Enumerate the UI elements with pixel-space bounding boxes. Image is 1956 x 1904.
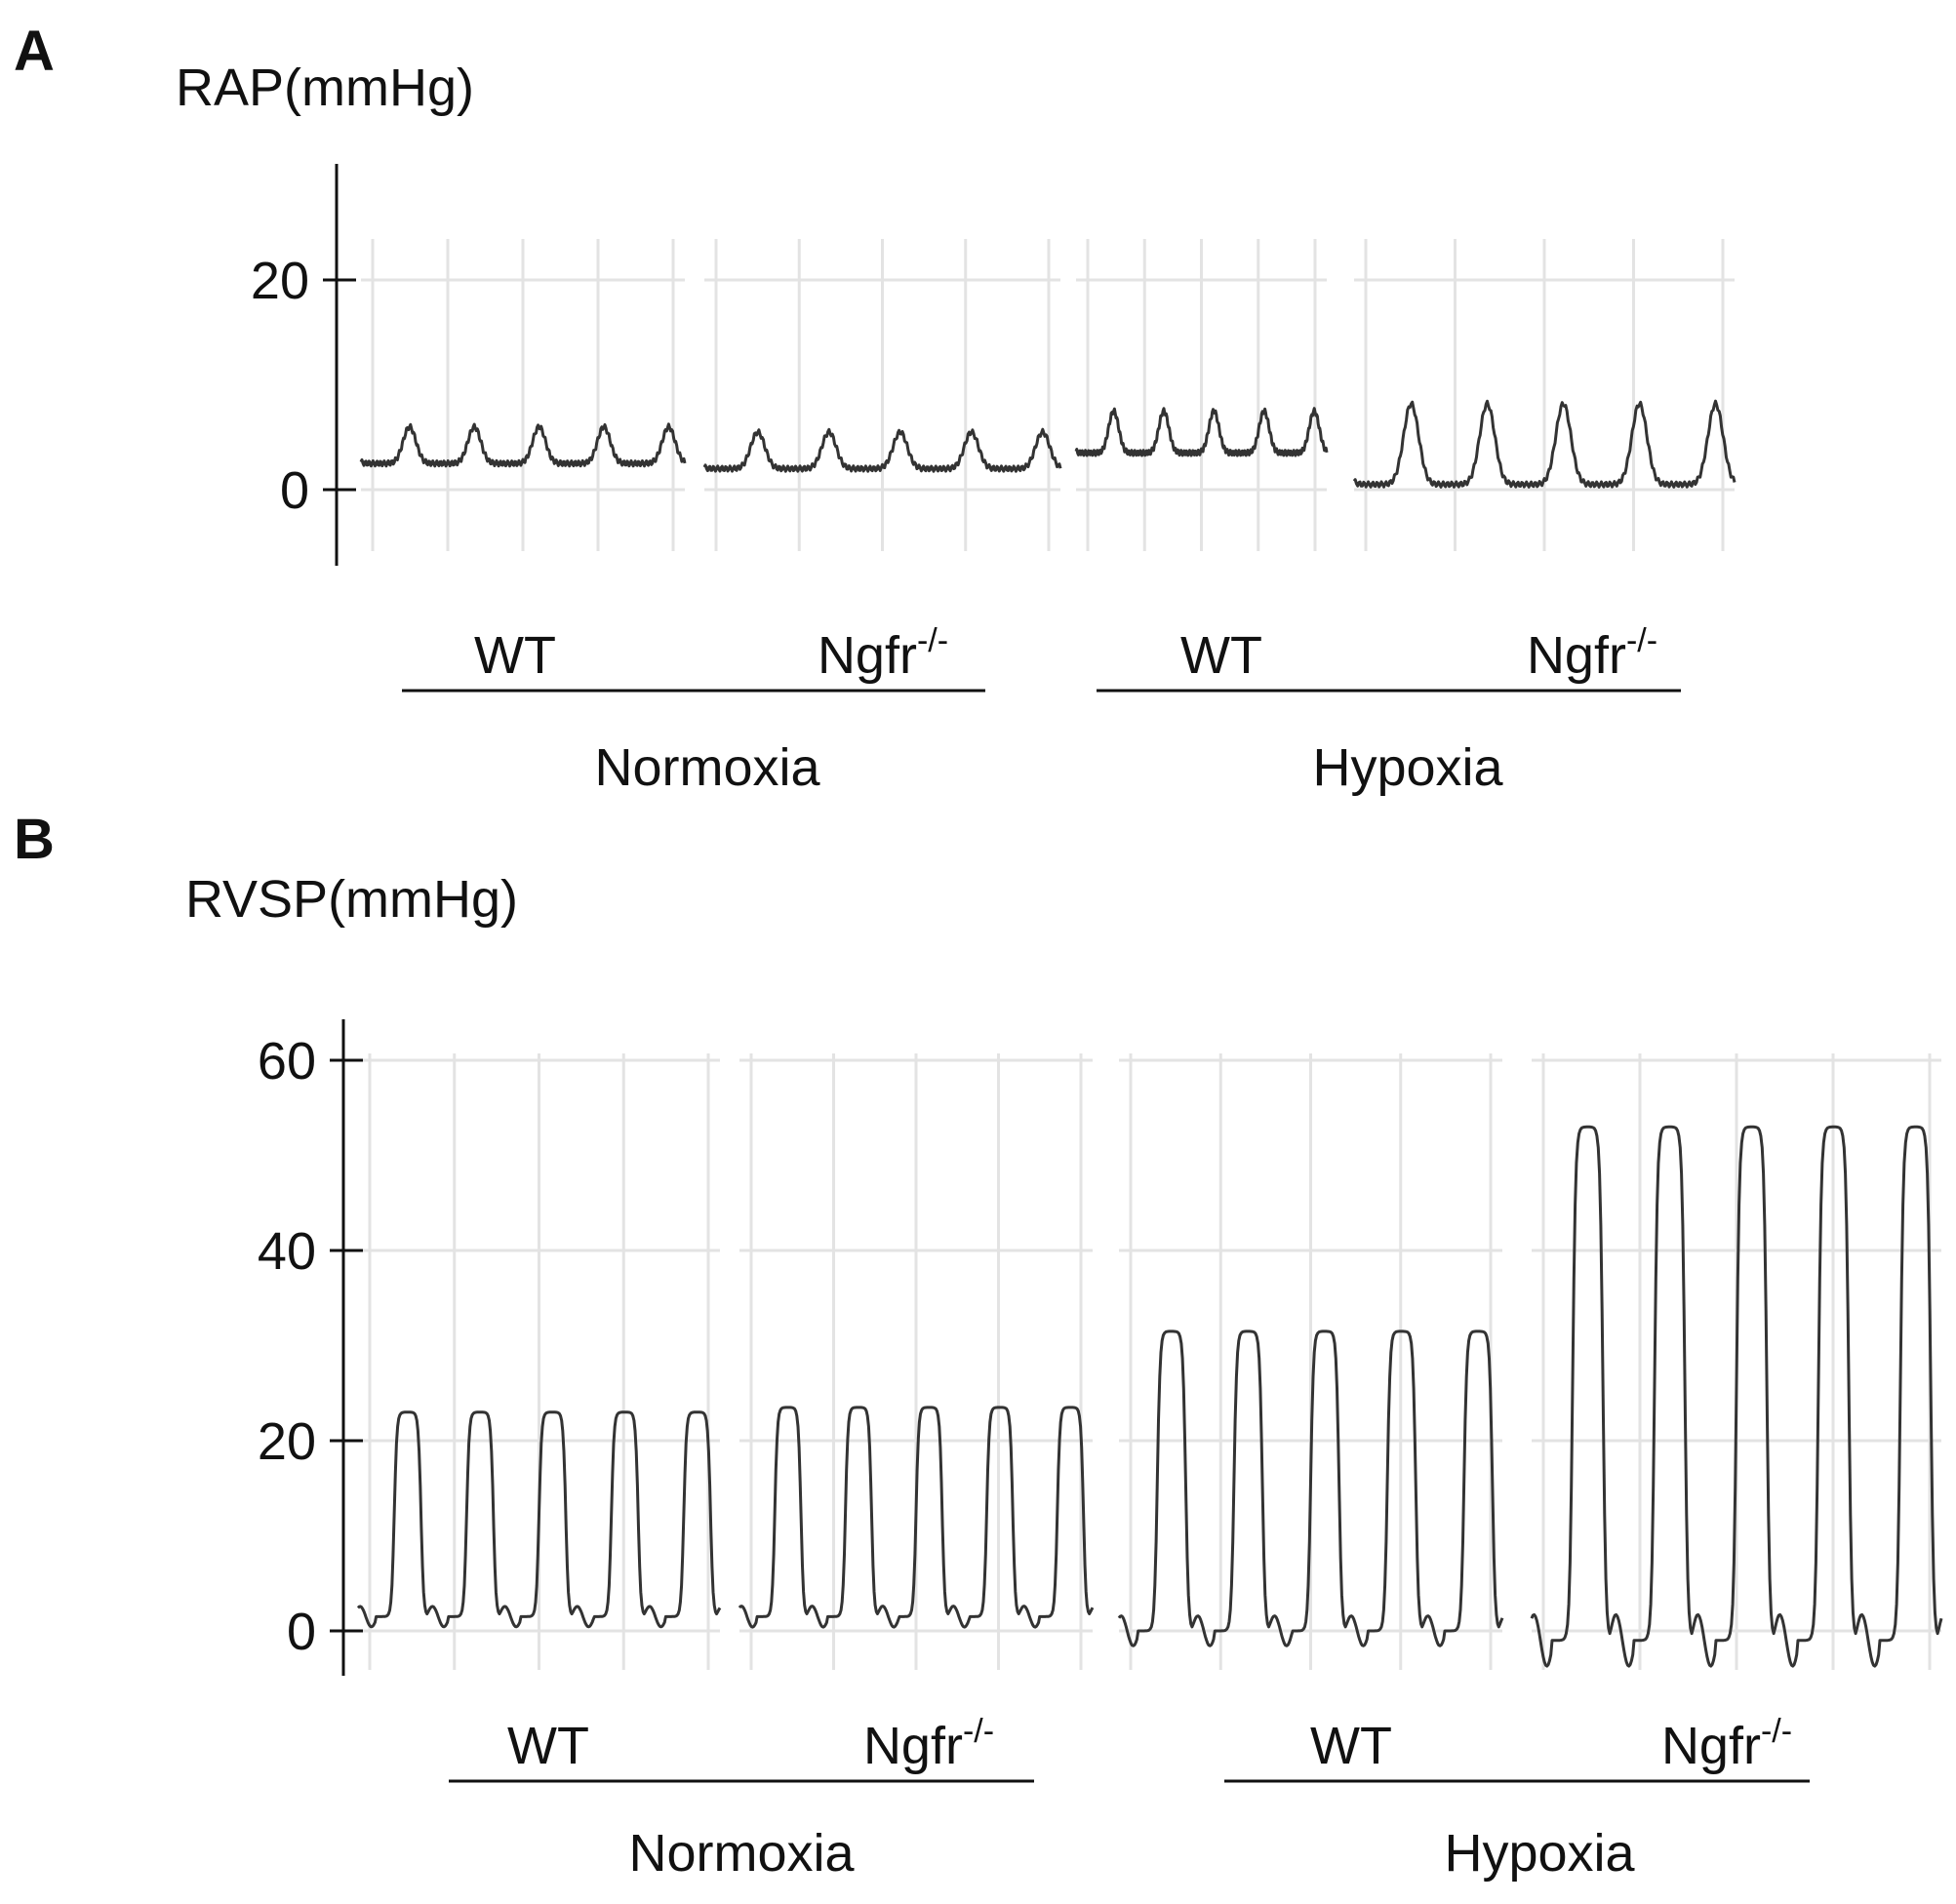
pressure-trace-3 [1074,407,1329,457]
panel-a: A RAP(mmHg) 0 20 WT Ngfr-/- WT Ngfr-/- Normox… [14,20,1736,797]
condition-label: Normoxia [628,1824,855,1883]
y-tick-label: 40 [258,1222,316,1281]
y-tick-label: 60 [258,1032,316,1091]
genotype-label: Ngfr-/- [1527,622,1657,685]
pressure-trace-1 [356,1410,722,1629]
pressure-trace-4 [1352,399,1736,489]
pressure-trace-1 [359,422,687,468]
pressure-trace-3 [1117,1329,1504,1647]
genotype-label: WT [1310,1717,1392,1775]
genotype-label: WT [1180,626,1262,685]
condition-label: Hypoxia [1312,738,1503,797]
panel-a-y-ticks: 0 20 [251,252,356,520]
panel-b-ylabel: RVSP(mmHg) [185,870,518,929]
genotype-label: WT [474,626,556,685]
panel-a-letter: A [14,20,55,83]
panel-b-y-ticks: 0 20 40 60 [258,1032,363,1661]
panel-a-grid [361,239,1735,551]
pressure-trace-2 [702,427,1062,473]
pressure-trace-2 [738,1406,1095,1629]
condition-label: Normoxia [594,738,820,797]
panel-a-traces [359,399,1736,489]
genotype-label: Ngfr-/- [818,622,948,685]
pressure-trace-4 [1530,1125,1943,1668]
genotype-label: Ngfr-/- [863,1713,994,1775]
genotype-label: WT [507,1717,589,1775]
genotype-label: Ngfr-/- [1661,1713,1792,1775]
panel-b-group-labels: WT Ngfr-/- WT Ngfr-/-Normoxia Hypoxia [449,1713,1810,1883]
y-tick-label: 0 [280,461,309,520]
panel-b-traces [356,1125,1943,1668]
panel-a-ylabel: RAP(mmHg) [176,59,474,117]
y-tick-label: 20 [251,252,309,310]
y-tick-label: 20 [258,1412,316,1471]
panel-a-group-labels: WT Ngfr-/- WT Ngfr-/- Normoxia Hypoxia [402,622,1681,797]
y-tick-label: 0 [287,1603,316,1661]
panel-b-letter: B [14,808,55,871]
panel-b-grid [358,1053,1941,1670]
condition-label: Hypoxia [1444,1824,1635,1883]
